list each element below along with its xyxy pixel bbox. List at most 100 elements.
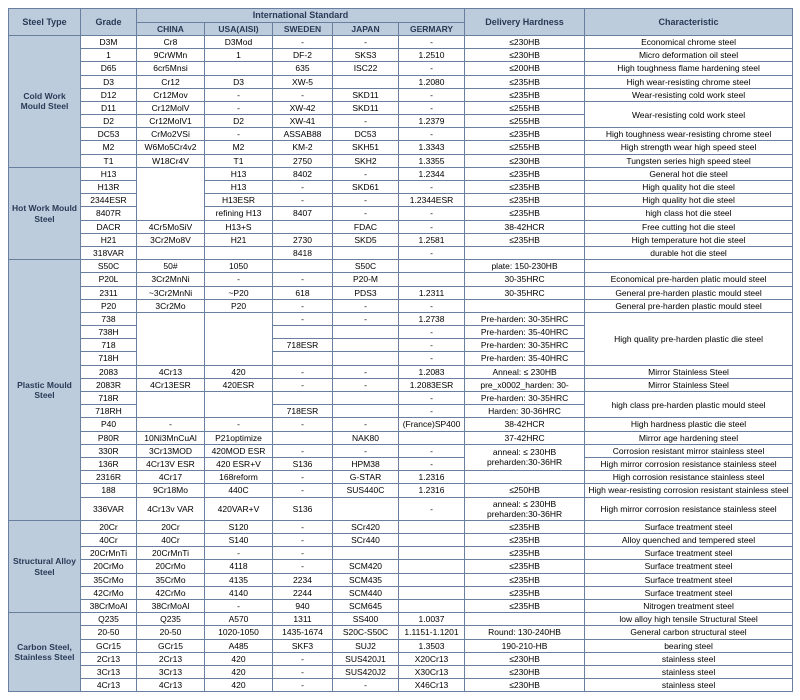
std-cell: H13 <box>205 181 273 194</box>
table-row: D11Cr12MolV-XW-42SKD11-≤255HBWear-resist… <box>9 101 793 114</box>
std-cell: 1 <box>205 49 273 62</box>
std-cell <box>333 75 399 88</box>
std-cell <box>399 534 465 547</box>
std-cell: D2 <box>205 115 273 128</box>
hdr-country-1: USA(AISI) <box>205 22 273 35</box>
delivery-cell: ≤230HB <box>465 652 585 665</box>
table-row: D12Cr12Mov--SKD11-≤235HBWear-resisting c… <box>9 88 793 101</box>
std-cell: - <box>273 299 333 312</box>
table-row: H213Cr2Mo8VH212730SKD51.2581≤235HBHigh t… <box>9 233 793 246</box>
table-row: 718R-Pre-harden: 30-35HRChigh class pre-… <box>9 392 793 405</box>
hdr-country-2: SWEDEN <box>273 22 333 35</box>
std-cell <box>333 392 399 405</box>
std-cell: W6Mo5Cr4v2 <box>137 141 205 154</box>
std-cell: D3Mod <box>205 35 273 48</box>
delivery-cell <box>465 471 585 484</box>
hdr-delivery: Delivery Hardness <box>465 9 585 36</box>
std-cell: 1.2510 <box>399 49 465 62</box>
std-cell <box>399 520 465 533</box>
std-cell: - <box>399 352 465 365</box>
std-cell: 8407 <box>273 207 333 220</box>
characteristic-cell: Surface treatment steel <box>585 520 793 533</box>
characteristic-cell: High corrosion resistance stainless stee… <box>585 471 793 484</box>
std-cell: 1.3343 <box>399 141 465 154</box>
table-header: Steel Type Grade International Standard … <box>9 9 793 36</box>
characteristic-cell: Surface treatment steel <box>585 573 793 586</box>
std-cell <box>273 260 333 273</box>
delivery-cell: anneal: ≤ 230HB preharden:30-36HR <box>465 444 585 470</box>
std-cell: 420 <box>205 365 273 378</box>
std-cell: D3 <box>205 75 273 88</box>
delivery-cell: ≤235HB <box>465 520 585 533</box>
hdr-grade: Grade <box>81 9 137 36</box>
std-cell: - <box>273 471 333 484</box>
grade-cell: 8407R <box>81 207 137 220</box>
category-cell: Hot Work Mould Steel <box>9 167 81 259</box>
grade-cell: 20CrMo <box>81 560 137 573</box>
grade-cell: 188 <box>81 484 137 497</box>
std-cell: 6cr5Mnsi <box>137 62 205 75</box>
std-cell: 1.2311 <box>399 286 465 299</box>
std-cell: 1.2344ESR <box>399 194 465 207</box>
delivery-cell: ≤230HB <box>465 49 585 62</box>
std-cell: 4140 <box>205 586 273 599</box>
delivery-cell: 190-210-HB <box>465 639 585 652</box>
std-cell: S20C-S50C <box>333 626 399 639</box>
grade-cell: S50C <box>81 260 137 273</box>
characteristic-cell: Wear-resisting cold work steel <box>585 88 793 101</box>
std-cell <box>273 392 333 405</box>
std-cell: - <box>333 167 399 180</box>
delivery-cell: ≤235HB <box>465 233 585 246</box>
std-cell: 9CrWMn <box>137 49 205 62</box>
std-cell: - <box>205 273 273 286</box>
std-cell <box>399 547 465 560</box>
table-row: Structural Alloy Steel20Cr20CrS120-SCr42… <box>9 520 793 533</box>
std-cell: 1.2738 <box>399 312 465 325</box>
std-cell: 1311 <box>273 613 333 626</box>
std-cell: XW-41 <box>273 115 333 128</box>
characteristic-cell: Surface treatment steel <box>585 547 793 560</box>
characteristic-cell: Economical pre-harden platic mould steel <box>585 273 793 286</box>
std-cell <box>333 352 399 365</box>
std-cell: - <box>205 547 273 560</box>
std-cell: - <box>273 484 333 497</box>
std-cell: - <box>273 273 333 286</box>
characteristic-cell: stainless steel <box>585 665 793 678</box>
table-row: 4Cr134Cr13420--X46Cr13≤230HBstainless st… <box>9 679 793 692</box>
std-cell: 3Cr13MOD <box>137 444 205 457</box>
std-cell: SUS440C <box>333 484 399 497</box>
table-row: 3Cr133Cr13420-SUS420J2X30Cr13≤230HBstain… <box>9 665 793 678</box>
std-cell: 1.3355 <box>399 154 465 167</box>
delivery-cell: ≤235HB <box>465 586 585 599</box>
grade-cell: P20 <box>81 299 137 312</box>
table-row: D656cr5Mnsi635ISC22-≤200HBHigh toughness… <box>9 62 793 75</box>
grade-cell: D12 <box>81 88 137 101</box>
std-cell: GCr15 <box>137 639 205 652</box>
std-cell: 4Cr17 <box>137 471 205 484</box>
std-cell: - <box>333 444 399 457</box>
std-cell: SKD11 <box>333 88 399 101</box>
characteristic-cell: high class pre-harden plastic mould stee… <box>585 392 793 418</box>
delivery-cell: ≤230HB <box>465 35 585 48</box>
grade-cell: D2 <box>81 115 137 128</box>
std-cell: SCr420 <box>333 520 399 533</box>
hdr-country-4: GERMARY <box>399 22 465 35</box>
grade-cell: 718 <box>81 339 137 352</box>
std-cell: SKF3 <box>273 639 333 652</box>
table-row: T1W18Cr4VT12750SKH21.3355≤230HBTungsten … <box>9 154 793 167</box>
table-row: 2344ESRH13ESR--1.2344ESR≤235HBHigh quali… <box>9 194 793 207</box>
std-cell: 20CrMo <box>137 560 205 573</box>
std-cell: SUJ2 <box>333 639 399 652</box>
characteristic-cell: High toughness flame hardening steel <box>585 62 793 75</box>
delivery-cell: Anneal: ≤ 230HB <box>465 365 585 378</box>
std-cell: SCM645 <box>333 600 399 613</box>
characteristic-cell: General pre-harden plastic mould steel <box>585 286 793 299</box>
std-cell: - <box>273 88 333 101</box>
grade-cell: D3M <box>81 35 137 48</box>
std-cell: 420 <box>205 665 273 678</box>
grade-cell: P80R <box>81 431 137 444</box>
std-cell: 50# <box>137 260 205 273</box>
std-cell: PDS3 <box>333 286 399 299</box>
delivery-cell: ≤235HB <box>465 600 585 613</box>
std-cell: H13ESR <box>205 194 273 207</box>
